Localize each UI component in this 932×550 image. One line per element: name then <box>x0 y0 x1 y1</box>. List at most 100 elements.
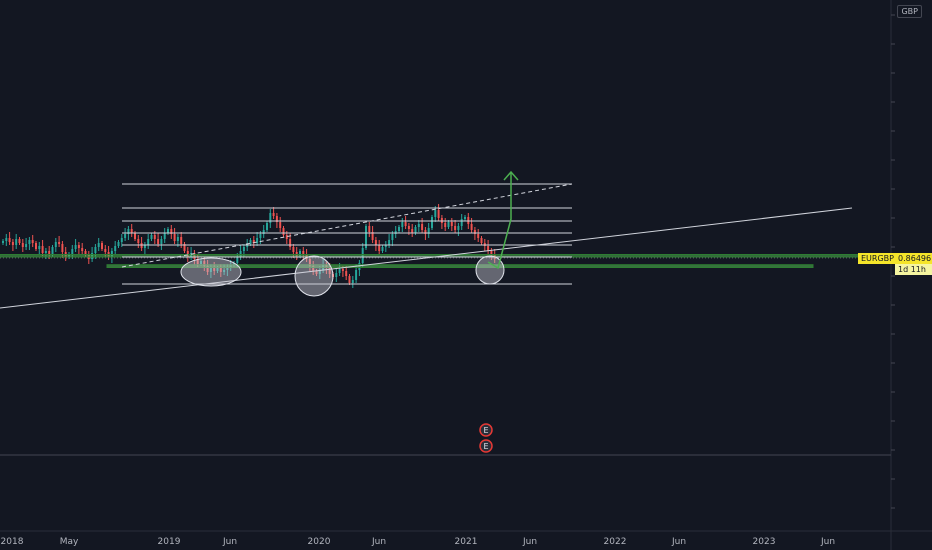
candle-body[interactable] <box>58 242 61 244</box>
candle-body[interactable] <box>262 230 265 234</box>
candle-body[interactable] <box>421 224 424 230</box>
candle-body[interactable] <box>411 229 414 233</box>
candle-body[interactable] <box>477 234 480 238</box>
candle-body[interactable] <box>147 239 150 245</box>
candle-body[interactable] <box>272 213 275 216</box>
candle-body[interactable] <box>226 267 229 270</box>
candle-body[interactable] <box>256 238 259 243</box>
candle-body[interactable] <box>163 233 166 239</box>
candle-body[interactable] <box>114 246 117 251</box>
candle-body[interactable] <box>97 243 100 247</box>
candle-body[interactable] <box>384 245 387 247</box>
candle-body[interactable] <box>470 224 473 230</box>
candle-body[interactable] <box>490 251 493 254</box>
candle-body[interactable] <box>381 247 384 251</box>
candle-body[interactable] <box>401 222 404 227</box>
candle-body[interactable] <box>74 245 77 249</box>
candle-body[interactable] <box>437 210 440 218</box>
candle-body[interactable] <box>8 238 11 242</box>
candle-body[interactable] <box>259 234 262 238</box>
candle-body[interactable] <box>101 243 103 249</box>
candle-body[interactable] <box>143 245 146 248</box>
candle-body[interactable] <box>335 273 338 277</box>
candle-body[interactable] <box>275 216 278 222</box>
candle-body[interactable] <box>308 259 311 266</box>
support-zone[interactable] <box>106 264 814 269</box>
candle-body[interactable] <box>242 247 245 251</box>
candle-body[interactable] <box>341 269 344 271</box>
candle-body[interactable] <box>94 247 97 253</box>
candle-body[interactable] <box>269 213 272 223</box>
candle-body[interactable] <box>51 247 54 255</box>
candle-body[interactable] <box>338 269 341 273</box>
candle-body[interactable] <box>28 240 31 244</box>
candle-body[interactable] <box>302 251 305 255</box>
candle-body[interactable] <box>173 234 176 241</box>
candle-body[interactable] <box>200 261 202 264</box>
candle-body[interactable] <box>450 222 453 226</box>
candle-body[interactable] <box>371 232 374 240</box>
candle-body[interactable] <box>424 230 427 234</box>
projection-arrow[interactable] <box>487 172 512 270</box>
candle-body[interactable] <box>170 229 173 234</box>
candle-body[interactable] <box>285 235 288 239</box>
price-axis[interactable] <box>891 14 895 509</box>
candle-body[interactable] <box>282 228 285 235</box>
candle-body[interactable] <box>266 223 268 230</box>
candle-body[interactable] <box>71 249 74 254</box>
candle-body[interactable] <box>160 239 163 244</box>
candle-body[interactable] <box>18 239 21 243</box>
candle-body[interactable] <box>25 244 28 247</box>
candle-body[interactable] <box>31 240 34 243</box>
candle-body[interactable] <box>454 226 457 230</box>
candle-body[interactable] <box>41 246 44 253</box>
candle-body[interactable] <box>77 245 80 248</box>
candle-body[interactable] <box>480 238 483 243</box>
candle-body[interactable] <box>447 222 450 227</box>
candle-body[interactable] <box>289 239 292 247</box>
candle-body[interactable] <box>206 266 209 272</box>
candle-body[interactable] <box>196 259 199 264</box>
candle-body[interactable] <box>444 223 447 227</box>
candle-body[interactable] <box>464 217 466 219</box>
candle-body[interactable] <box>203 261 206 266</box>
candle-body[interactable] <box>2 241 4 243</box>
candle-body[interactable] <box>176 237 179 241</box>
candle-body[interactable] <box>299 251 301 256</box>
candle-body[interactable] <box>120 238 123 242</box>
candle-body[interactable] <box>157 239 160 244</box>
candle-body[interactable] <box>209 267 212 272</box>
candle-body[interactable] <box>38 246 41 249</box>
candle-body[interactable] <box>473 230 476 234</box>
candle-body[interactable] <box>219 268 222 272</box>
candle-body[interactable] <box>407 226 410 229</box>
candle-body[interactable] <box>414 227 417 233</box>
candle-body[interactable] <box>11 242 14 245</box>
candle-body[interactable] <box>279 222 282 228</box>
pivot-highlight-ellipse[interactable] <box>180 257 242 287</box>
candle-body[interactable] <box>130 229 133 233</box>
time-axis[interactable]: 2018 May 2019 Jun 2020 Jun 2021 Jun 2022 Jun 2023 J… <box>1 537 835 547</box>
candle-body[interactable] <box>355 270 358 280</box>
candle-body[interactable] <box>388 240 391 245</box>
candle-body[interactable] <box>427 228 430 234</box>
candle-body[interactable] <box>292 247 295 252</box>
candle-body[interactable] <box>368 226 371 232</box>
dashed-trendline[interactable] <box>121 183 573 268</box>
candle-body[interactable] <box>124 234 127 238</box>
candle-body[interactable] <box>61 244 64 252</box>
candle-body[interactable] <box>328 268 331 274</box>
candle-body[interactable] <box>54 242 57 247</box>
candle-body[interactable] <box>35 243 37 249</box>
candle-body[interactable] <box>137 239 140 243</box>
candle-body[interactable] <box>348 276 351 283</box>
candle-body[interactable] <box>236 257 239 263</box>
candle-body[interactable] <box>487 246 490 251</box>
candle-body[interactable] <box>431 217 433 228</box>
candle-body[interactable] <box>223 270 226 272</box>
candle-body[interactable] <box>252 240 255 243</box>
candle-body[interactable] <box>213 267 216 271</box>
candle-body[interactable] <box>460 219 463 226</box>
candle-body[interactable] <box>150 235 153 239</box>
